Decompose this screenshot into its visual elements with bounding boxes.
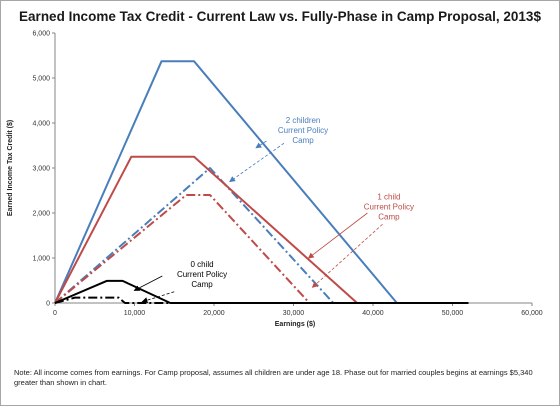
annotation-line: Camp xyxy=(292,136,314,145)
annotation-line: 1 child xyxy=(377,193,400,202)
annotation-arrow-3 xyxy=(307,212,368,259)
x-tick-label: 20,000 xyxy=(203,310,225,317)
y-tick-label: 3,000 xyxy=(32,166,50,173)
annotation-line: Camp xyxy=(378,213,400,222)
annotation-arrow-6 xyxy=(141,291,175,304)
annotation-arrow-1 xyxy=(255,140,267,149)
x-tick-label: 0 xyxy=(53,310,57,317)
annotation-line: Current Policy xyxy=(177,270,227,279)
chart-note: Note: All income comes from earnings. Fo… xyxy=(14,368,533,387)
annotation-label-3: 0 child Current Policy Camp xyxy=(177,260,227,289)
x-tick-label: 50,000 xyxy=(442,310,464,317)
annotation-arrow-4 xyxy=(311,223,383,288)
x-tick-label: 40,000 xyxy=(362,310,384,317)
annotation-label-1: 2 children Current Policy Camp xyxy=(278,116,328,145)
chart-title: Earned Income Tax Credit - Current Law v… xyxy=(19,9,541,24)
y-tick-label: 5,000 xyxy=(32,76,50,83)
x-tick-label: 30,000 xyxy=(283,310,305,317)
annotation-label-2: 1 child Current Policy Camp xyxy=(364,193,414,222)
y-tick-label: 4,000 xyxy=(32,121,50,128)
y-tick-label: 1,000 xyxy=(32,256,50,263)
y-tick-label: 0 xyxy=(46,301,50,308)
series-line-5 xyxy=(54,279,469,304)
series-line-2 xyxy=(54,167,469,304)
x-tick-label: 60,000 xyxy=(521,310,543,317)
annotation-line: Current Policy xyxy=(278,126,328,135)
annotation-arrow-5 xyxy=(133,275,163,291)
annotation-line: Camp xyxy=(191,280,213,289)
y-axis-label: Earned Income Tax Credit ($) xyxy=(7,120,14,216)
annotation-line: 2 children xyxy=(286,116,321,125)
x-tick-label: 10,000 xyxy=(124,310,146,317)
annotation-arrow-2 xyxy=(229,142,285,183)
annotation-line: 0 child xyxy=(191,260,214,269)
y-tick-label: 2,000 xyxy=(32,211,50,218)
y-tick-label: 6,000 xyxy=(32,31,50,38)
annotation-line: Current Policy xyxy=(364,203,414,212)
series-line-6 xyxy=(54,296,469,304)
x-axis-label: Earnings ($) xyxy=(275,321,315,328)
